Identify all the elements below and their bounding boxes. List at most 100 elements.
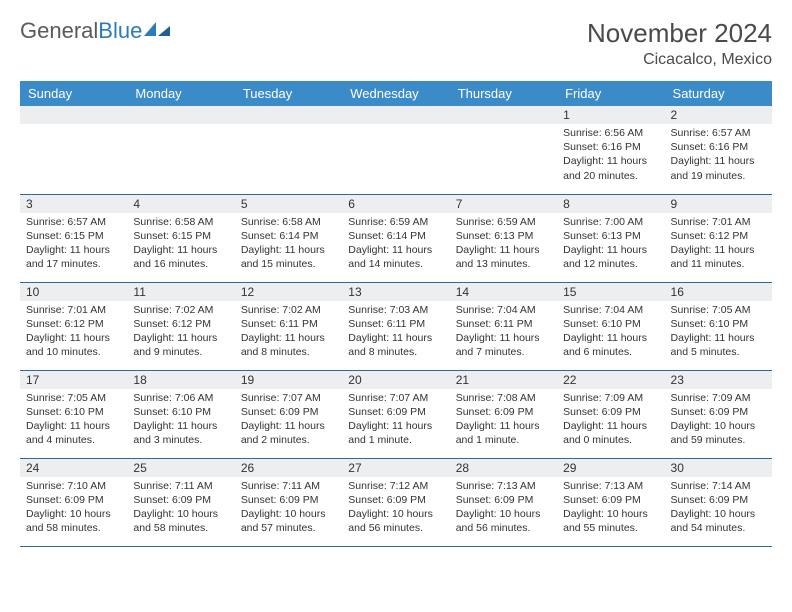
day-number: 24 bbox=[20, 459, 127, 477]
day-number: 29 bbox=[557, 459, 664, 477]
day-cell: 27Sunrise: 7:12 AMSunset: 6:09 PMDayligh… bbox=[342, 458, 449, 546]
day-number: 18 bbox=[127, 371, 234, 389]
day-cell: 1Sunrise: 6:56 AMSunset: 6:16 PMDaylight… bbox=[557, 106, 664, 194]
day-number: 2 bbox=[665, 106, 772, 124]
day-cell: 30Sunrise: 7:14 AMSunset: 6:09 PMDayligh… bbox=[665, 458, 772, 546]
day-cell: 8Sunrise: 7:00 AMSunset: 6:13 PMDaylight… bbox=[557, 194, 664, 282]
day-cell: 23Sunrise: 7:09 AMSunset: 6:09 PMDayligh… bbox=[665, 370, 772, 458]
day-cell: 17Sunrise: 7:05 AMSunset: 6:10 PMDayligh… bbox=[20, 370, 127, 458]
day-cell bbox=[450, 106, 557, 194]
week-row: 10Sunrise: 7:01 AMSunset: 6:12 PMDayligh… bbox=[20, 282, 772, 370]
day-details: Sunrise: 7:04 AMSunset: 6:10 PMDaylight:… bbox=[557, 301, 664, 364]
day-details: Sunrise: 6:58 AMSunset: 6:14 PMDaylight:… bbox=[235, 213, 342, 276]
day-number: 1 bbox=[557, 106, 664, 124]
day-details: Sunrise: 7:05 AMSunset: 6:10 PMDaylight:… bbox=[665, 301, 772, 364]
day-details: Sunrise: 7:02 AMSunset: 6:11 PMDaylight:… bbox=[235, 301, 342, 364]
day-details: Sunrise: 6:56 AMSunset: 6:16 PMDaylight:… bbox=[557, 124, 664, 187]
day-cell: 29Sunrise: 7:13 AMSunset: 6:09 PMDayligh… bbox=[557, 458, 664, 546]
logo-text: GeneralBlue bbox=[20, 18, 142, 44]
day-cell: 28Sunrise: 7:13 AMSunset: 6:09 PMDayligh… bbox=[450, 458, 557, 546]
day-details: Sunrise: 6:58 AMSunset: 6:15 PMDaylight:… bbox=[127, 213, 234, 276]
day-details: Sunrise: 6:59 AMSunset: 6:14 PMDaylight:… bbox=[342, 213, 449, 276]
day-cell bbox=[235, 106, 342, 194]
day-number: 26 bbox=[235, 459, 342, 477]
day-details: Sunrise: 7:04 AMSunset: 6:11 PMDaylight:… bbox=[450, 301, 557, 364]
day-cell: 18Sunrise: 7:06 AMSunset: 6:10 PMDayligh… bbox=[127, 370, 234, 458]
day-cell: 20Sunrise: 7:07 AMSunset: 6:09 PMDayligh… bbox=[342, 370, 449, 458]
day-number-empty bbox=[342, 106, 449, 124]
day-cell: 6Sunrise: 6:59 AMSunset: 6:14 PMDaylight… bbox=[342, 194, 449, 282]
day-number: 19 bbox=[235, 371, 342, 389]
day-cell: 15Sunrise: 7:04 AMSunset: 6:10 PMDayligh… bbox=[557, 282, 664, 370]
day-details: Sunrise: 7:11 AMSunset: 6:09 PMDaylight:… bbox=[235, 477, 342, 540]
day-details: Sunrise: 7:09 AMSunset: 6:09 PMDaylight:… bbox=[557, 389, 664, 452]
day-details: Sunrise: 7:00 AMSunset: 6:13 PMDaylight:… bbox=[557, 213, 664, 276]
day-number: 25 bbox=[127, 459, 234, 477]
day-details: Sunrise: 6:57 AMSunset: 6:16 PMDaylight:… bbox=[665, 124, 772, 187]
day-number: 23 bbox=[665, 371, 772, 389]
day-number-empty bbox=[127, 106, 234, 124]
logo: GeneralBlue bbox=[20, 18, 170, 44]
day-details: Sunrise: 7:01 AMSunset: 6:12 PMDaylight:… bbox=[665, 213, 772, 276]
day-cell: 2Sunrise: 6:57 AMSunset: 6:16 PMDaylight… bbox=[665, 106, 772, 194]
calendar-table: SundayMondayTuesdayWednesdayThursdayFrid… bbox=[20, 81, 772, 547]
day-header: Friday bbox=[557, 81, 664, 106]
day-details: Sunrise: 7:06 AMSunset: 6:10 PMDaylight:… bbox=[127, 389, 234, 452]
sail-icon bbox=[144, 22, 170, 40]
day-cell: 7Sunrise: 6:59 AMSunset: 6:13 PMDaylight… bbox=[450, 194, 557, 282]
day-cell: 25Sunrise: 7:11 AMSunset: 6:09 PMDayligh… bbox=[127, 458, 234, 546]
day-number: 3 bbox=[20, 195, 127, 213]
calendar-body: 1Sunrise: 6:56 AMSunset: 6:16 PMDaylight… bbox=[20, 106, 772, 546]
day-header: Monday bbox=[127, 81, 234, 106]
day-header-row: SundayMondayTuesdayWednesdayThursdayFrid… bbox=[20, 81, 772, 106]
day-cell: 19Sunrise: 7:07 AMSunset: 6:09 PMDayligh… bbox=[235, 370, 342, 458]
day-cell: 21Sunrise: 7:08 AMSunset: 6:09 PMDayligh… bbox=[450, 370, 557, 458]
day-number: 8 bbox=[557, 195, 664, 213]
day-details: Sunrise: 7:13 AMSunset: 6:09 PMDaylight:… bbox=[450, 477, 557, 540]
day-cell: 9Sunrise: 7:01 AMSunset: 6:12 PMDaylight… bbox=[665, 194, 772, 282]
day-header: Saturday bbox=[665, 81, 772, 106]
day-cell: 4Sunrise: 6:58 AMSunset: 6:15 PMDaylight… bbox=[127, 194, 234, 282]
day-details: Sunrise: 7:02 AMSunset: 6:12 PMDaylight:… bbox=[127, 301, 234, 364]
day-number: 15 bbox=[557, 283, 664, 301]
day-number: 17 bbox=[20, 371, 127, 389]
day-details: Sunrise: 7:10 AMSunset: 6:09 PMDaylight:… bbox=[20, 477, 127, 540]
day-number: 6 bbox=[342, 195, 449, 213]
logo-text-general: General bbox=[20, 18, 98, 43]
day-cell: 24Sunrise: 7:10 AMSunset: 6:09 PMDayligh… bbox=[20, 458, 127, 546]
day-cell bbox=[127, 106, 234, 194]
title-block: November 2024 Cicacalco, Mexico bbox=[587, 18, 772, 69]
day-cell: 14Sunrise: 7:04 AMSunset: 6:11 PMDayligh… bbox=[450, 282, 557, 370]
day-cell: 12Sunrise: 7:02 AMSunset: 6:11 PMDayligh… bbox=[235, 282, 342, 370]
day-number-empty bbox=[20, 106, 127, 124]
day-details: Sunrise: 7:07 AMSunset: 6:09 PMDaylight:… bbox=[342, 389, 449, 452]
day-number: 16 bbox=[665, 283, 772, 301]
week-row: 17Sunrise: 7:05 AMSunset: 6:10 PMDayligh… bbox=[20, 370, 772, 458]
day-number: 28 bbox=[450, 459, 557, 477]
day-header: Thursday bbox=[450, 81, 557, 106]
week-row: 1Sunrise: 6:56 AMSunset: 6:16 PMDaylight… bbox=[20, 106, 772, 194]
day-number: 10 bbox=[20, 283, 127, 301]
day-header: Sunday bbox=[20, 81, 127, 106]
day-number: 4 bbox=[127, 195, 234, 213]
day-cell bbox=[20, 106, 127, 194]
day-details: Sunrise: 7:08 AMSunset: 6:09 PMDaylight:… bbox=[450, 389, 557, 452]
day-number: 30 bbox=[665, 459, 772, 477]
day-details: Sunrise: 6:57 AMSunset: 6:15 PMDaylight:… bbox=[20, 213, 127, 276]
day-header: Wednesday bbox=[342, 81, 449, 106]
day-details: Sunrise: 7:01 AMSunset: 6:12 PMDaylight:… bbox=[20, 301, 127, 364]
day-details: Sunrise: 6:59 AMSunset: 6:13 PMDaylight:… bbox=[450, 213, 557, 276]
day-number: 13 bbox=[342, 283, 449, 301]
day-details: Sunrise: 7:03 AMSunset: 6:11 PMDaylight:… bbox=[342, 301, 449, 364]
day-number: 20 bbox=[342, 371, 449, 389]
day-cell: 10Sunrise: 7:01 AMSunset: 6:12 PMDayligh… bbox=[20, 282, 127, 370]
month-title: November 2024 bbox=[587, 18, 772, 49]
day-cell: 26Sunrise: 7:11 AMSunset: 6:09 PMDayligh… bbox=[235, 458, 342, 546]
day-number: 22 bbox=[557, 371, 664, 389]
day-cell: 11Sunrise: 7:02 AMSunset: 6:12 PMDayligh… bbox=[127, 282, 234, 370]
day-details: Sunrise: 7:14 AMSunset: 6:09 PMDaylight:… bbox=[665, 477, 772, 540]
day-details: Sunrise: 7:09 AMSunset: 6:09 PMDaylight:… bbox=[665, 389, 772, 452]
header: GeneralBlue November 2024 Cicacalco, Mex… bbox=[20, 18, 772, 69]
day-cell: 5Sunrise: 6:58 AMSunset: 6:14 PMDaylight… bbox=[235, 194, 342, 282]
day-number: 21 bbox=[450, 371, 557, 389]
